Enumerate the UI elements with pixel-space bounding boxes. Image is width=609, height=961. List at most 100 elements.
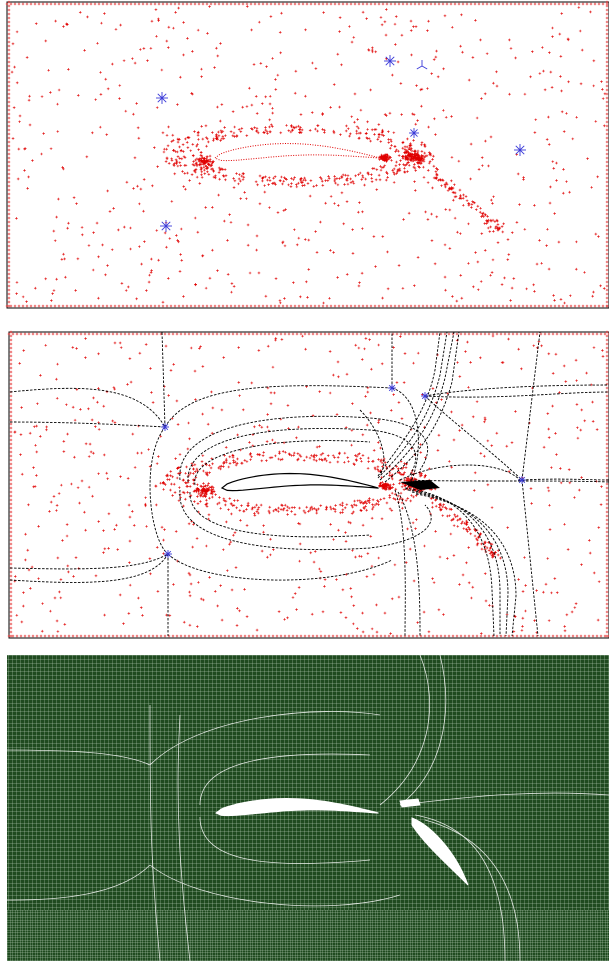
point-marker [485, 304, 489, 308]
point-marker [387, 138, 390, 141]
point-marker [493, 2, 497, 6]
point-marker [416, 151, 419, 155]
point-marker [494, 226, 497, 230]
point-marker [208, 496, 211, 500]
point-marker [547, 267, 551, 271]
point-marker [15, 81, 19, 85]
point-marker [425, 304, 429, 308]
point-marker [155, 229, 159, 232]
point-marker [552, 167, 556, 170]
point-marker [493, 304, 497, 308]
point-marker [587, 538, 591, 542]
point-marker [377, 304, 381, 308]
point-marker [132, 112, 135, 116]
point-marker [181, 2, 185, 6]
point-marker [331, 454, 335, 457]
separatrix-line [179, 415, 429, 481]
point-marker [341, 508, 345, 512]
point-marker [563, 301, 566, 305]
point-marker [445, 182, 449, 186]
point-marker [318, 175, 322, 179]
point-marker [605, 618, 609, 622]
separatrix-line [9, 553, 169, 570]
point-marker [196, 131, 200, 135]
point-marker [346, 182, 350, 186]
point-marker [212, 490, 216, 493]
point-marker [147, 280, 151, 284]
point-marker [384, 483, 388, 487]
point-marker [352, 604, 356, 607]
point-marker [469, 304, 473, 308]
point-marker [358, 452, 361, 455]
point-marker [119, 23, 122, 27]
point-marker [488, 230, 492, 233]
point-marker [442, 613, 445, 616]
point-marker [135, 297, 138, 301]
point-marker [450, 508, 453, 511]
point-marker [128, 539, 132, 543]
point-marker [321, 452, 325, 455]
point-marker [343, 506, 347, 510]
point-marker [397, 154, 401, 157]
point-marker [562, 167, 565, 171]
point-marker [605, 0, 609, 4]
point-marker [517, 578, 520, 581]
point-marker [7, 276, 11, 280]
point-marker [150, 269, 153, 272]
point-marker [282, 176, 286, 179]
point-marker [205, 502, 209, 505]
point-marker [177, 466, 181, 469]
point-marker [266, 413, 270, 416]
point-marker [335, 413, 339, 416]
point-marker [605, 350, 609, 354]
point-marker [470, 206, 473, 209]
point-marker [269, 304, 273, 308]
point-marker [490, 542, 494, 546]
point-marker [483, 420, 486, 424]
point-marker [214, 493, 217, 497]
point-marker [232, 131, 236, 135]
point-marker [377, 469, 380, 473]
point-marker [427, 630, 431, 634]
point-marker [356, 499, 360, 503]
point-marker [427, 634, 431, 638]
point-marker [480, 547, 484, 551]
point-marker [300, 181, 303, 184]
point-marker [439, 508, 442, 512]
point-marker [431, 332, 435, 336]
point-marker [447, 634, 451, 638]
point-marker [7, 4, 11, 8]
point-marker [161, 2, 165, 6]
point-marker [461, 304, 465, 308]
point-marker [279, 508, 283, 511]
point-marker [9, 350, 13, 354]
point-marker [590, 186, 593, 189]
point-marker [268, 511, 271, 515]
point-marker [7, 144, 11, 148]
point-marker [167, 25, 171, 29]
point-marker [7, 92, 11, 96]
point-marker [9, 410, 13, 414]
point-marker [228, 455, 232, 459]
point-marker [540, 261, 543, 265]
point-marker [117, 304, 121, 308]
point-marker [309, 506, 312, 510]
point-marker [501, 230, 505, 234]
point-marker [115, 634, 119, 638]
point-marker [215, 136, 219, 139]
point-marker [605, 292, 609, 296]
point-marker [490, 506, 494, 509]
point-marker [592, 571, 596, 575]
point-marker [359, 501, 362, 505]
point-marker [163, 483, 167, 487]
point-marker [605, 334, 609, 338]
separatrix-line [194, 440, 371, 486]
point-marker [458, 429, 461, 432]
point-marker [268, 456, 272, 460]
point-marker [193, 2, 197, 6]
point-marker [509, 2, 513, 6]
point-marker [443, 275, 447, 279]
point-marker [182, 155, 186, 158]
point-marker [339, 133, 342, 137]
point-marker [172, 583, 175, 586]
